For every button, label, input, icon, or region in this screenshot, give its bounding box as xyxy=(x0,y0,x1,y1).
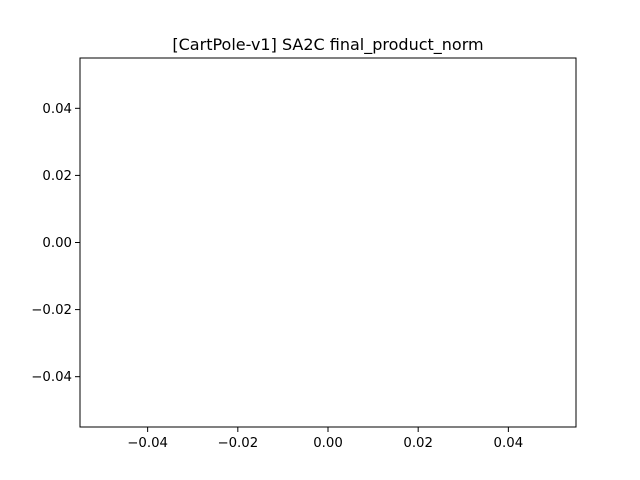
y-tick-label: 0.04 xyxy=(42,102,72,117)
y-axis: −0.04 −0.02 0.00 0.02 0.04 xyxy=(31,102,80,385)
y-tick-label: 0.02 xyxy=(42,169,72,184)
x-tick-label: 0.02 xyxy=(403,436,433,451)
x-tick-label: −0.04 xyxy=(127,436,168,451)
x-tick-label: −0.02 xyxy=(217,436,258,451)
y-tick-label: −0.04 xyxy=(31,370,72,385)
x-tick-label: 0.00 xyxy=(313,436,343,451)
y-tick-label: 0.00 xyxy=(42,236,72,251)
x-tick-label: 0.04 xyxy=(494,436,524,451)
y-tick-label: −0.02 xyxy=(31,303,72,318)
chart-title: [CartPole-v1] SA2C final_product_norm xyxy=(172,35,483,55)
x-axis: −0.04 −0.02 0.00 0.02 0.04 xyxy=(127,427,523,451)
plot-area xyxy=(79,57,577,428)
